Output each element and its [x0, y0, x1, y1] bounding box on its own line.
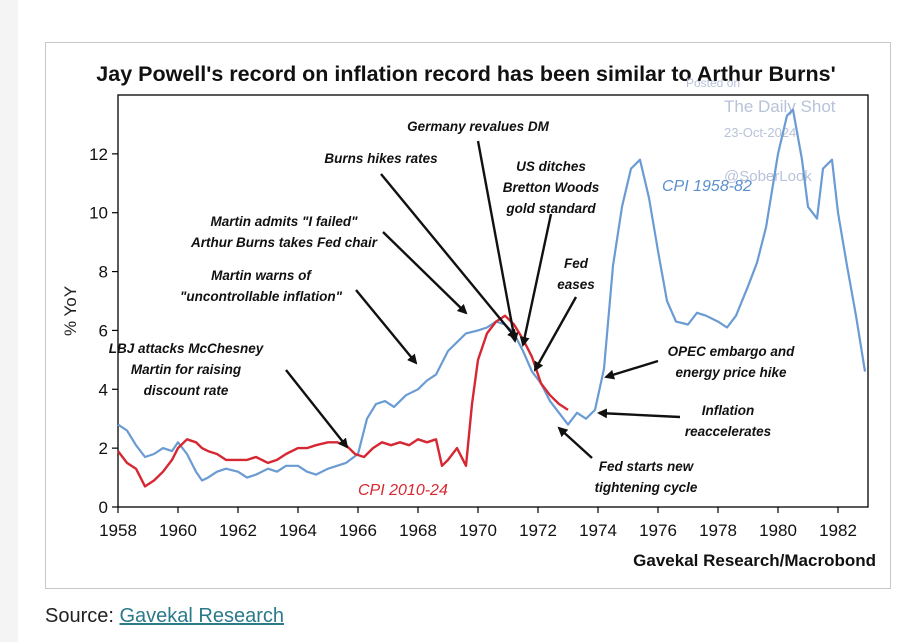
inflation-chart: Jay Powell's record on inflation record …: [61, 62, 876, 570]
annotation-martin-admits: Martin admits "I failed": [210, 214, 358, 229]
x-tick-label: 1958: [99, 521, 137, 540]
watermark-date: 23-Oct-2024: [724, 125, 796, 140]
arrow-tightening: [557, 426, 593, 459]
annotation-reaccel: Inflation: [702, 403, 755, 418]
arrow-fed-eases: [533, 296, 578, 372]
arrow-bretton: [519, 213, 553, 347]
watermark-source: The Daily Shot: [724, 97, 836, 116]
arrow-burns-hikes: [380, 173, 518, 340]
annotation-bretton: gold standard: [505, 201, 596, 216]
chart-credit: Gavekal Research/Macrobond: [633, 551, 876, 570]
annotation-opec: energy price hike: [675, 365, 787, 380]
x-tick-label: 1978: [699, 521, 737, 540]
y-axis-label: % YoY: [61, 286, 80, 336]
series-labels: CPI 1958-82 CPI 2010-24: [358, 178, 752, 499]
x-tick-label: 1962: [219, 521, 257, 540]
legend-cpi-1958-82: CPI 1958-82: [662, 178, 752, 195]
x-tick-label: 1966: [339, 521, 377, 540]
watermark-posted: Posted on: [686, 76, 740, 90]
plot-area-frame: [117, 94, 869, 508]
x-tick-label: 1960: [159, 521, 197, 540]
watermark-handle: @SoberLook: [724, 168, 812, 185]
annotation-bretton: US ditches: [516, 159, 586, 174]
annotation-arrows: [285, 140, 681, 459]
axis-ticks: 1958 1960 1962 1964 1966 1968 1970 1972 1974 1976…: [89, 145, 857, 540]
y-tick-label: 4: [99, 380, 108, 399]
source-link[interactable]: Gavekal Research: [119, 605, 285, 627]
series-line-cpi-2010-24: [117, 314, 569, 488]
source-prefix: Source:: [45, 605, 114, 627]
series-lines: [117, 108, 867, 488]
y-tick-label: 12: [89, 145, 108, 164]
chart-title: Jay Powell's record on inflation record …: [96, 62, 835, 86]
annotation-fed-eases: Fed: [564, 256, 589, 271]
y-tick-label: 10: [89, 204, 108, 223]
source-line: Source: Gavekal Research: [45, 605, 284, 628]
annotation-fed-eases: eases: [557, 277, 595, 292]
x-tick-label: 1972: [519, 521, 557, 540]
watermark: Posted on The Daily Shot 23-Oct-2024 @So…: [686, 76, 836, 185]
event-annotations: LBJ attacks McChesney Martin for raising d…: [109, 119, 795, 495]
annotation-bretton: Bretton Woods: [503, 180, 600, 195]
annotation-lbj: Martin for raising: [131, 362, 242, 377]
series-line-cpi-1958-82: [117, 108, 867, 482]
arrow-germany: [476, 140, 519, 343]
x-tick-label: 1980: [759, 521, 797, 540]
annotation-tightening: Fed starts new: [599, 459, 695, 474]
annotation-burns-hikes: Burns hikes rates: [324, 151, 438, 166]
annotation-lbj: LBJ attacks McChesney: [109, 341, 265, 356]
annotation-lbj: discount rate: [144, 383, 229, 398]
annotation-martin-warns: Martin warns of: [211, 268, 312, 283]
x-tick-label: 1964: [279, 521, 317, 540]
x-tick-label: 1970: [459, 521, 497, 540]
x-tick-label: 1974: [579, 521, 617, 540]
annotation-martin-admits: Arthur Burns takes Fed chair: [190, 235, 378, 250]
arrow-martin-admits: [382, 231, 468, 315]
annotation-martin-warns: "uncontrollable inflation": [180, 289, 343, 304]
chart-figure: Jay Powell's record on inflation record …: [45, 42, 891, 589]
x-tick-label: 1968: [399, 521, 437, 540]
arrow-reaccel: [597, 408, 681, 419]
annotation-germany: Germany revalues DM: [407, 119, 550, 134]
y-tick-label: 6: [99, 321, 108, 340]
legend-cpi-2010-24: CPI 2010-24: [358, 482, 448, 499]
arrow-opec: [604, 359, 659, 380]
page-gutter: [0, 0, 18, 642]
x-tick-label: 1982: [819, 521, 857, 540]
y-tick-label: 8: [99, 263, 108, 282]
arrow-martin-warns: [355, 289, 418, 365]
y-tick-label: 0: [99, 498, 108, 517]
annotation-tightening: tightening cycle: [595, 480, 698, 495]
annotation-reaccel: reaccelerates: [685, 424, 772, 439]
annotation-opec: OPEC embargo and: [668, 344, 796, 359]
x-tick-label: 1976: [639, 521, 677, 540]
arrow-lbj: [285, 369, 349, 449]
y-tick-label: 2: [99, 439, 108, 458]
